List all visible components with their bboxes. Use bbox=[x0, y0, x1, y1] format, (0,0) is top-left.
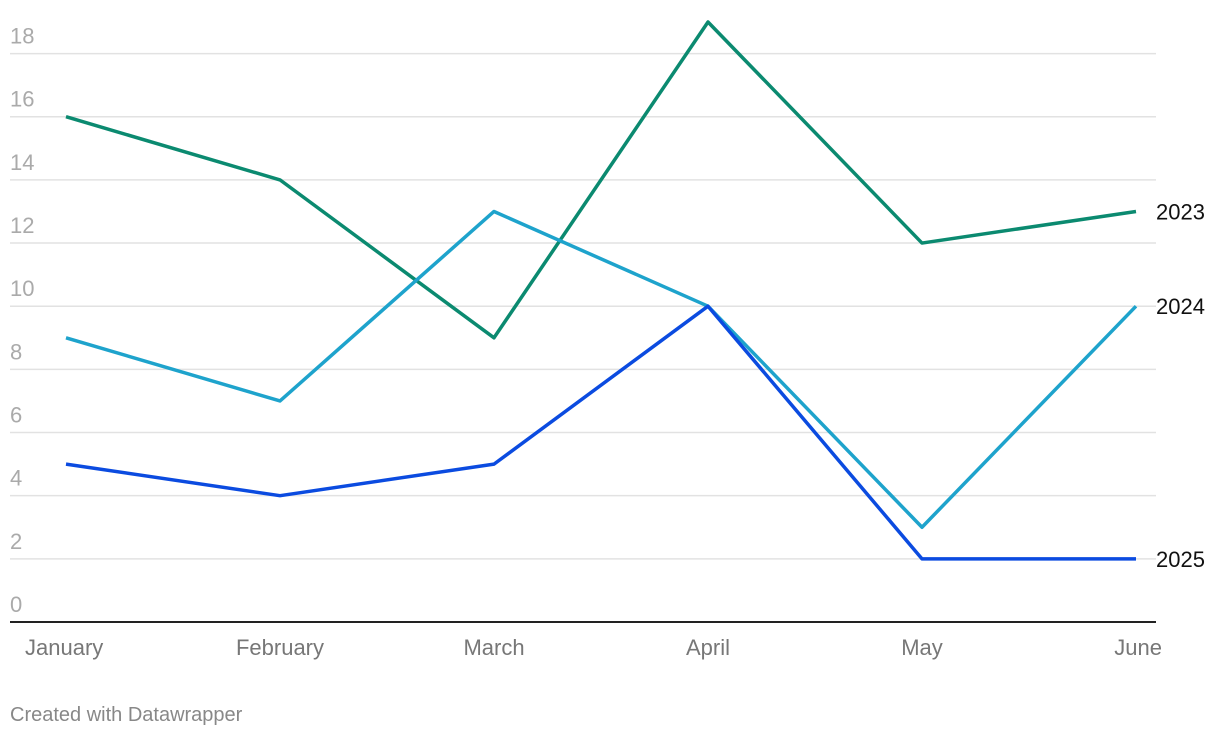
y-tick-label: 4 bbox=[10, 466, 22, 491]
series-line bbox=[65, 209, 1138, 530]
x-tick-label: January bbox=[25, 635, 103, 660]
series-line bbox=[65, 304, 1136, 561]
x-tick-label: June bbox=[1114, 635, 1162, 660]
y-tick-label: 16 bbox=[10, 87, 34, 112]
series-label: 2025 bbox=[1156, 547, 1205, 572]
y-tick-label: 6 bbox=[10, 403, 22, 428]
x-tick-label: February bbox=[236, 635, 324, 660]
series-label: 2023 bbox=[1156, 199, 1205, 224]
y-tick-label: 10 bbox=[10, 276, 34, 301]
series-label: 2024 bbox=[1156, 294, 1205, 319]
y-tick-label: 14 bbox=[10, 150, 34, 175]
y-tick-label: 12 bbox=[10, 213, 34, 238]
x-tick-label: May bbox=[901, 635, 943, 660]
y-tick-label: 18 bbox=[10, 24, 34, 49]
y-tick-label: 0 bbox=[10, 592, 22, 617]
y-tick-label: 2 bbox=[10, 529, 22, 554]
credit: Created with Datawrapper bbox=[10, 704, 243, 726]
y-tick-label: 8 bbox=[10, 339, 22, 364]
x-tick-label: March bbox=[463, 635, 524, 660]
x-tick-label: April bbox=[686, 635, 730, 660]
series-line bbox=[65, 20, 1137, 340]
